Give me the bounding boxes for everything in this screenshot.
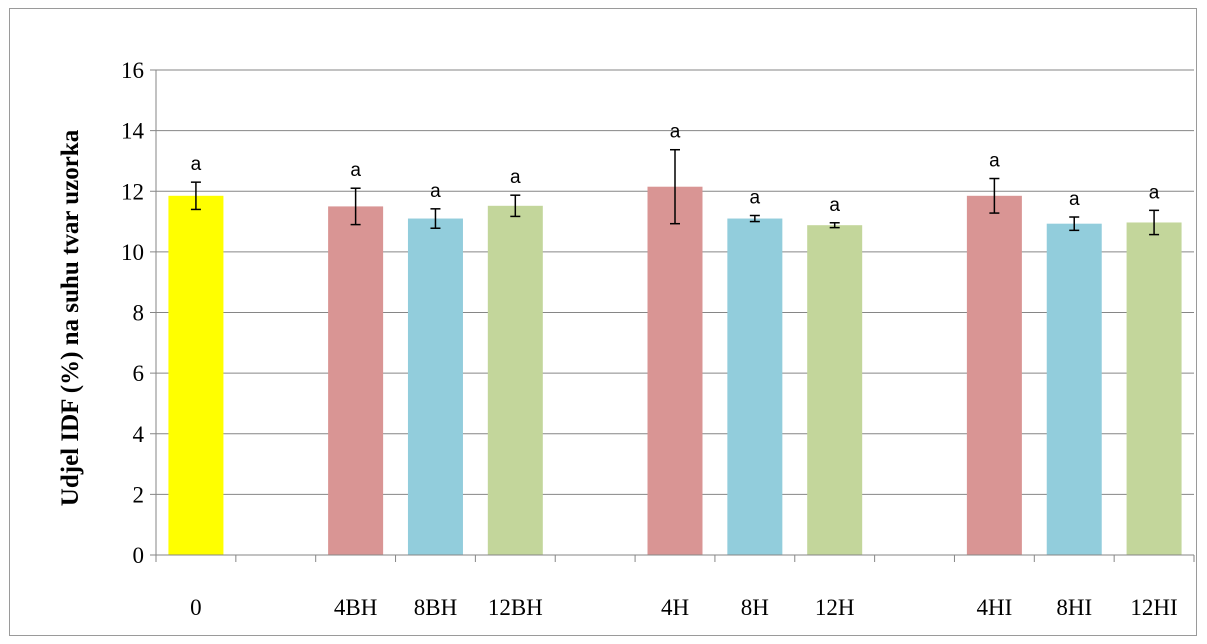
- y-tick-label: 10: [121, 240, 144, 265]
- significance-label: a: [350, 160, 361, 181]
- significance-label: a: [829, 195, 840, 216]
- x-category-label: 12BH: [488, 595, 543, 620]
- y-tick-label: 12: [121, 179, 144, 204]
- x-category-label: 4H: [661, 595, 689, 620]
- bar: [168, 195, 224, 555]
- labels: 0 2 4 6 8 10 12 14 16 a 0 a 4BH a 8BH a 12BH a 4H a 8H a 12H a 4…: [121, 58, 1178, 620]
- x-category-label: 8BH: [414, 595, 457, 620]
- x-category-label: 0: [190, 595, 202, 620]
- bar: [807, 225, 863, 555]
- x-category-label: 12HI: [1130, 595, 1177, 620]
- x-category-label: 8H: [741, 595, 769, 620]
- y-tick-label: 8: [133, 301, 145, 326]
- bar-chart: 0 2 4 6 8 10 12 14 16 a 0 a 4BH a 8BH a 12BH a 4H a 8H a 12H a 4…: [57, 58, 1195, 620]
- significance-label: a: [670, 122, 681, 143]
- bar: [1046, 223, 1102, 555]
- y-tick-label: 16: [121, 58, 144, 83]
- bar: [647, 186, 703, 555]
- y-tick-label: 14: [121, 119, 145, 144]
- bar: [407, 218, 463, 555]
- y-axis-title: Udjel IDF (%) na suhu tvar uzorka: [57, 129, 84, 506]
- significance-label: a: [191, 154, 202, 175]
- y-tick-label: 4: [133, 422, 145, 447]
- x-category-label: 4BH: [334, 595, 377, 620]
- bars: [168, 186, 1182, 556]
- error-bars: [190, 148, 1160, 236]
- significance-label: a: [510, 167, 521, 188]
- y-tick-label: 6: [133, 361, 145, 386]
- significance-label: a: [750, 188, 761, 209]
- significance-label: a: [1069, 189, 1080, 210]
- bar: [328, 206, 384, 555]
- significance-label: a: [430, 181, 441, 202]
- significance-label: a: [989, 151, 1000, 172]
- x-category-label: 8HI: [1056, 595, 1092, 620]
- x-category-label: 12H: [815, 595, 855, 620]
- chart-frame: 0 2 4 6 8 10 12 14 16 a 0 a 4BH a 8BH a 12BH a 4H a 8H a 12H a 4…: [9, 8, 1197, 636]
- axes: [150, 69, 1195, 562]
- y-tick-label: 2: [133, 482, 145, 507]
- bar: [966, 195, 1022, 555]
- x-category-label: 4HI: [976, 595, 1012, 620]
- significance-label: a: [1149, 182, 1160, 203]
- bar: [1126, 222, 1182, 556]
- bar: [727, 218, 783, 555]
- bar: [487, 205, 543, 556]
- y-tick-label: 0: [133, 543, 145, 568]
